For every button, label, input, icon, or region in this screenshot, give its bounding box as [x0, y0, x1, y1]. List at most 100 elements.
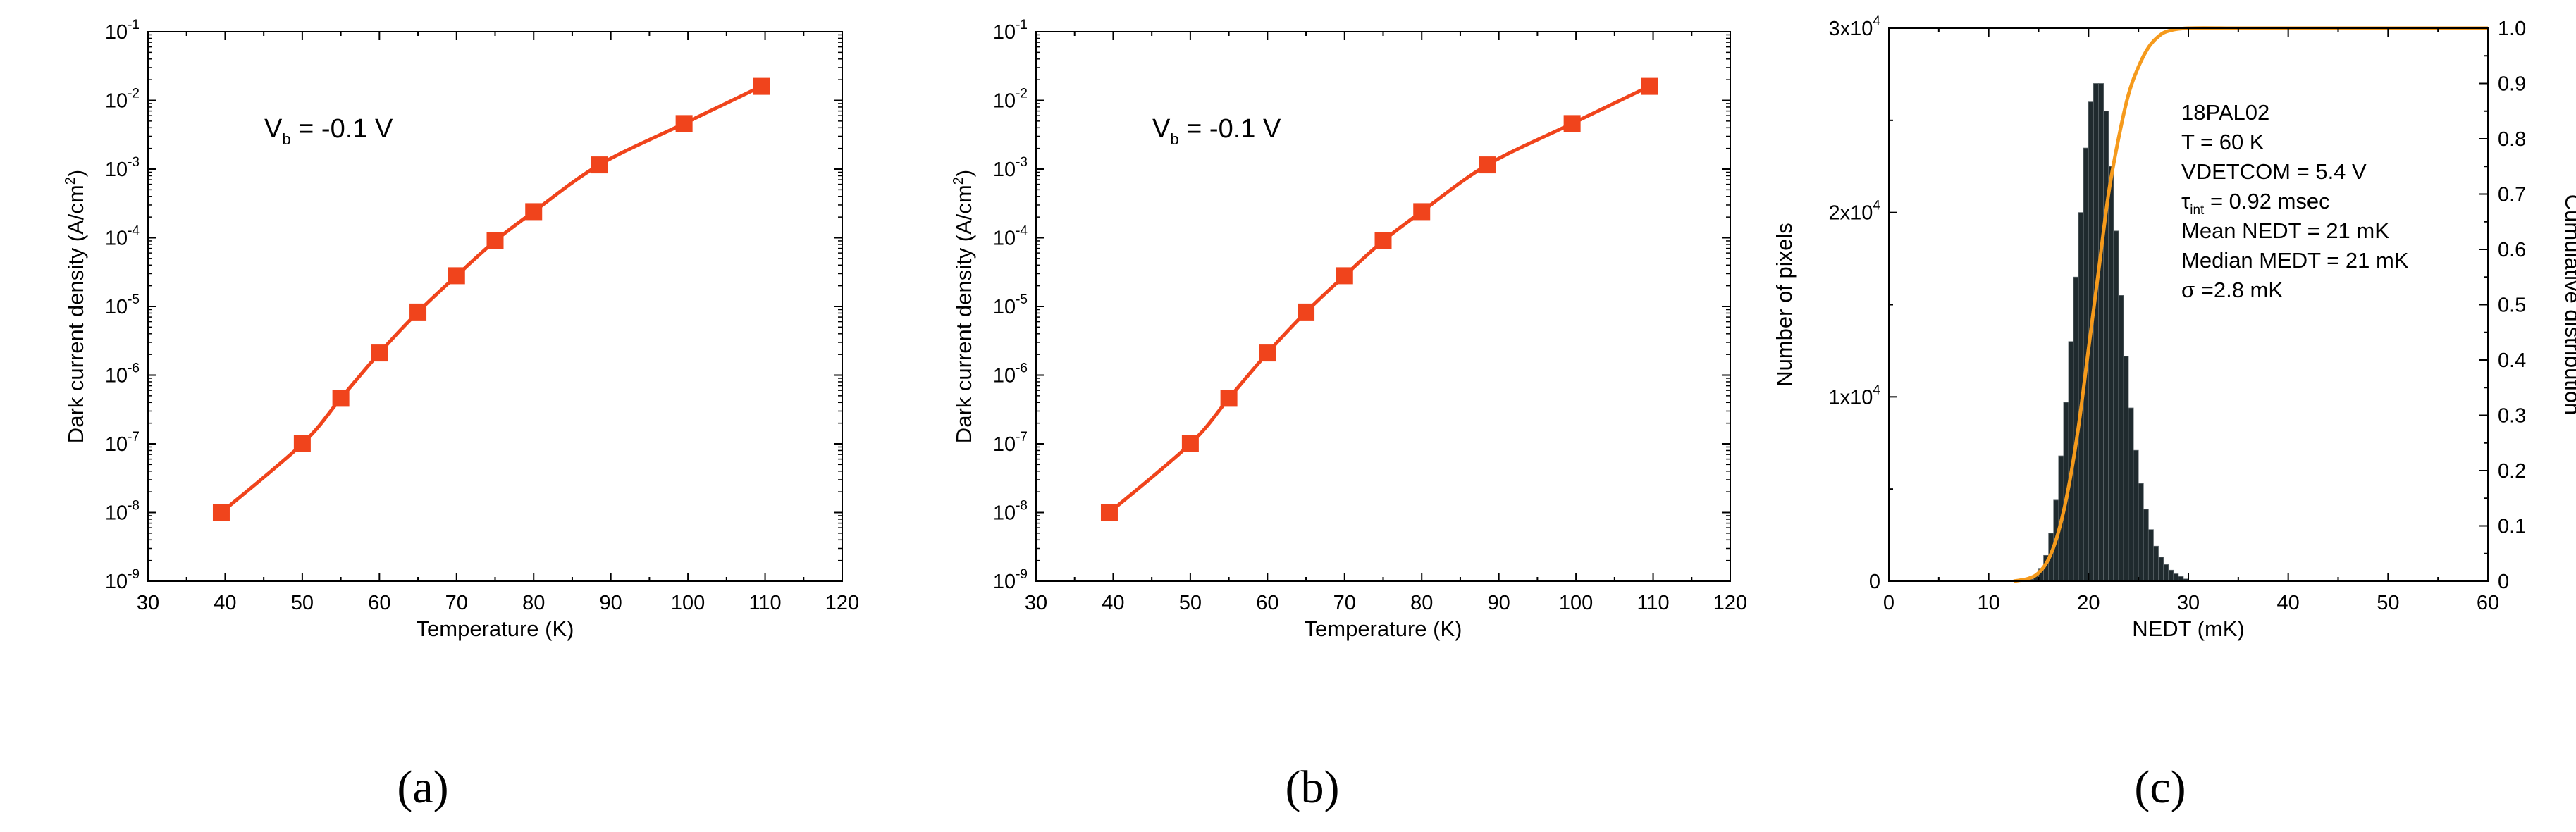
data-point [1563, 115, 1581, 132]
data-point [332, 390, 350, 407]
y-tick-label: 10-1 [993, 18, 1028, 44]
y-left-tick-label: 2x104 [1829, 199, 1881, 225]
x-tick-label: 40 [2277, 592, 2300, 614]
x-tick-label: 60 [1256, 592, 1278, 614]
data-point [675, 115, 693, 132]
info-line: τint = 0.92 msec [2181, 189, 2330, 218]
data-point [1479, 156, 1496, 174]
y-right-tick-label: 0.1 [2498, 516, 2526, 538]
data-point [591, 156, 608, 174]
y-tick-label: 10-3 [993, 155, 1028, 181]
x-tick-label: 60 [2477, 592, 2499, 614]
plot-frame [1035, 31, 1731, 582]
data-point [1181, 435, 1199, 452]
bias-annotation: Vb = -0.1 V [264, 114, 393, 148]
histogram-bar [2103, 111, 2109, 582]
x-tick-label: 80 [522, 592, 545, 614]
info-line: σ =2.8 mK [2181, 278, 2283, 302]
data-point [1413, 203, 1431, 221]
y-right-tick-label: 0.7 [2498, 184, 2526, 206]
data-point [371, 344, 388, 362]
x-tick-label: 60 [368, 592, 390, 614]
x-tick-label: 20 [2077, 592, 2100, 614]
x-tick-label: 70 [1333, 592, 1356, 614]
x-tick-label: 90 [1488, 592, 1510, 614]
histogram-bar [2113, 230, 2119, 582]
y-left-tick-label: 3x104 [1829, 14, 1881, 40]
data-point [1100, 504, 1118, 521]
y-left-tick-label: 0 [1869, 571, 1880, 593]
y-tick-label: 10-1 [105, 18, 140, 44]
panel-label-b: (b) [1285, 762, 1340, 813]
y-right-axis-title: Cumulative distribution [2560, 194, 2576, 416]
x-tick-label: 30 [2177, 592, 2200, 614]
y-tick-label: 10-9 [993, 567, 1028, 593]
info-line: T = 60 K [2181, 130, 2264, 154]
y-tick-label: 10-4 [993, 224, 1028, 250]
histogram-bar [2123, 356, 2129, 582]
data-point [1336, 267, 1353, 285]
panel-c: 0 10 20 30 40 50 6001x1042x1043x10400.10.20.30… [1772, 14, 2576, 641]
panel-label-c: (c) [2134, 762, 2186, 813]
y-tick-label: 10-8 [105, 499, 140, 525]
panel-a: 30 40 50 60 70 80 90 100 110 120 10-9 10-8 10-7 10-6 1… [63, 18, 859, 641]
x-tick-label: 100 [671, 592, 705, 614]
info-line: 18PAL02 [2181, 100, 2269, 125]
data-point [1259, 344, 1276, 362]
y-right-tick-label: 0.6 [2498, 239, 2526, 261]
x-tick-label: 50 [291, 592, 314, 614]
x-tick-label: 80 [1410, 592, 1433, 614]
x-tick-label: 120 [825, 592, 859, 614]
y-tick-label: 10-7 [993, 430, 1028, 456]
y-tick-label: 10-7 [105, 430, 140, 456]
histogram-bar [2118, 295, 2124, 582]
info-line: VDETCOM = 5.4 V [2181, 159, 2367, 184]
histogram-bar [2147, 529, 2154, 582]
x-tick-label: 50 [1179, 592, 1202, 614]
data-point [212, 504, 230, 521]
data-point [1220, 390, 1238, 407]
x-tick-label: 110 [748, 592, 781, 614]
x-axis-title: Temperature (K) [417, 616, 574, 641]
y-tick-label: 10-3 [105, 155, 140, 181]
y-left-axis-title: Number of pixels [1772, 223, 1797, 387]
panel-b: 30 40 50 60 70 80 90 100 110 120 10-9 10-8 10-7 10-6 1… [951, 18, 1747, 641]
histogram-bar [2163, 564, 2169, 582]
data-point [1298, 303, 1315, 321]
histogram-bar [2128, 407, 2134, 582]
x-tick-label: 110 [1637, 592, 1669, 614]
y-right-tick-label: 0 [2498, 571, 2509, 593]
histogram-bar [2168, 569, 2174, 582]
x-tick-label: 50 [2377, 592, 2399, 614]
y-tick-label: 10-2 [105, 87, 140, 113]
histogram-bar [2133, 449, 2139, 582]
y-tick-label: 10-5 [105, 292, 140, 318]
data-point [1374, 232, 1392, 249]
histogram-bar [2173, 573, 2179, 582]
histogram-bar [2158, 557, 2164, 582]
data-point [753, 77, 770, 95]
y-tick-label: 10-8 [993, 499, 1028, 525]
data-point [486, 232, 504, 249]
x-tick-label: 30 [137, 592, 159, 614]
y-tick-label: 10-2 [993, 87, 1028, 113]
y-right-tick-label: 0.4 [2498, 349, 2526, 372]
y-tick-label: 10-6 [105, 361, 140, 387]
x-tick-label: 100 [1559, 592, 1593, 614]
x-axis-title: Temperature (K) [1305, 616, 1462, 641]
y-right-tick-label: 0.3 [2498, 405, 2526, 428]
y-tick-label: 10-4 [105, 224, 140, 250]
histogram-bar [2108, 166, 2114, 582]
histogram-bar [2093, 83, 2099, 582]
x-axis-title: NEDT (mK) [2132, 616, 2245, 641]
data-point [1641, 77, 1658, 95]
data-point [293, 435, 311, 452]
y-right-tick-label: 0.2 [2498, 460, 2526, 483]
data-point [448, 267, 465, 285]
histogram-bar [2143, 509, 2149, 582]
panel-label-a: (a) [397, 762, 449, 813]
x-tick-label: 120 [1713, 592, 1747, 614]
y-left-tick-label: 1x104 [1829, 383, 1881, 409]
histogram-bar [2153, 545, 2159, 582]
